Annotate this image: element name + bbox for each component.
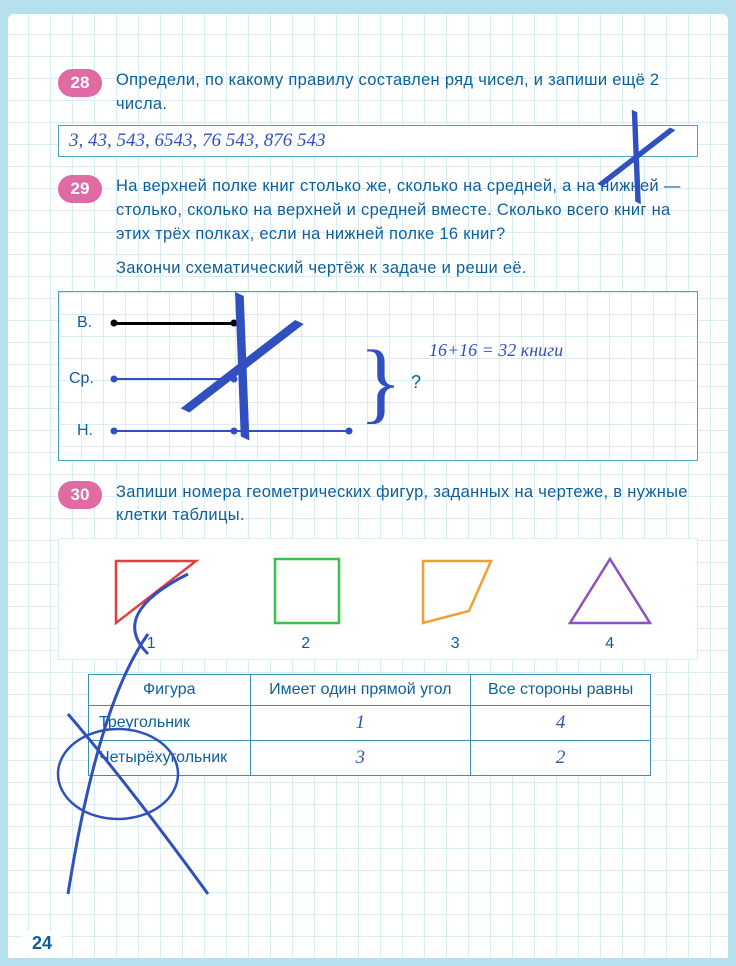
shape-3: 3	[405, 551, 505, 653]
shape-4: 4	[560, 551, 660, 653]
answer-table: Фигура Имеет один прямой угол Все сторон…	[88, 674, 651, 776]
task-30: 30 Запиши номера геометрических фигур, з…	[58, 481, 698, 529]
shape-label: 3	[451, 635, 460, 653]
th-right-angle: Имеет один прямой угол	[250, 675, 470, 706]
ans-quad-right: 3	[356, 747, 366, 768]
ans-tri-right: 1	[356, 712, 366, 733]
right-triangle-icon	[96, 551, 206, 631]
shape-2: 2	[261, 551, 351, 653]
task-text: Определи, по какому правилу составлен ря…	[116, 69, 698, 117]
task-text: Запиши номера геометрических фигур, зада…	[116, 481, 698, 529]
brace-icon: }	[359, 347, 402, 419]
square-icon	[261, 551, 351, 631]
task-badge: 28	[58, 69, 102, 97]
label-top: В.	[77, 314, 92, 332]
ans-tri-equal: 4	[556, 712, 566, 733]
calculation: 16+16 = 32 книги	[429, 340, 563, 361]
page-number: 24	[22, 931, 62, 956]
bookshelf-diagram: В. Ср. Н. } ? 16+16 = 32 книги ╳	[58, 291, 698, 461]
shape-1: 1	[96, 551, 206, 653]
workbook-page: 28 Определи, по какому правилу составлен…	[8, 14, 728, 958]
th-figure: Фигура	[89, 675, 251, 706]
ans-quad-equal: 2	[556, 747, 566, 768]
task-28: 28 Определи, по какому правилу составлен…	[58, 69, 698, 117]
row-triangle: Треугольник	[89, 706, 251, 741]
sequence-box: 3, 43, 543, 6543, 76 543, 876 543 ╳	[58, 125, 698, 157]
shape-label: 4	[605, 635, 614, 653]
task-29: 29 На верхней полке книг столько же, ско…	[58, 175, 698, 281]
equilateral-triangle-icon	[560, 551, 660, 631]
task-text: На верхней полке книг столько же, скольк…	[116, 175, 698, 247]
label-bot: Н.	[77, 422, 93, 440]
page-frame: 28 Определи, по какому правилу составлен…	[0, 0, 736, 966]
th-equal-sides: Все стороны равны	[470, 675, 650, 706]
shape-label: 1	[147, 635, 156, 653]
task-badge: 29	[58, 175, 102, 203]
quadrilateral-icon	[405, 551, 505, 631]
label-mid: Ср.	[69, 370, 94, 388]
sequence-answer: 3, 43, 543, 6543, 76 543, 876 543	[69, 130, 326, 152]
row-quad: Четырёхугольник	[89, 741, 251, 776]
shapes-row: 1 2 3 4	[58, 538, 698, 660]
task-badge: 30	[58, 481, 102, 509]
task-subtext: Закончи схематический чертёж к задаче и …	[116, 257, 698, 281]
question-mark: ?	[411, 372, 421, 393]
shape-label: 2	[301, 635, 310, 653]
